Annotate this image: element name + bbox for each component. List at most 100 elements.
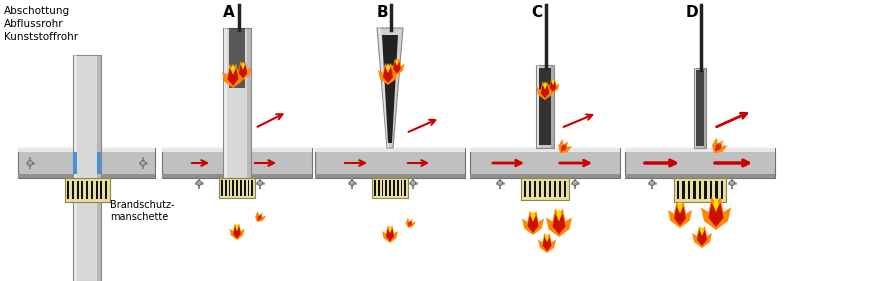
Polygon shape <box>556 209 562 221</box>
Polygon shape <box>378 28 389 148</box>
Bar <box>389 180 391 196</box>
Bar <box>400 180 402 196</box>
Bar <box>67 181 69 199</box>
Bar <box>162 175 312 178</box>
Polygon shape <box>531 211 535 222</box>
Polygon shape <box>390 58 405 75</box>
Text: Kunststoffrohr: Kunststoffrohr <box>4 32 78 42</box>
Bar <box>315 148 465 152</box>
Bar <box>564 181 567 197</box>
Polygon shape <box>543 81 547 90</box>
Bar <box>228 180 230 196</box>
Bar <box>229 28 245 88</box>
Bar <box>382 180 384 196</box>
Bar <box>470 148 620 152</box>
Bar <box>393 180 395 196</box>
Circle shape <box>257 180 262 185</box>
Polygon shape <box>713 197 719 212</box>
Bar <box>544 181 546 197</box>
Bar <box>705 68 706 148</box>
Polygon shape <box>229 223 244 240</box>
Polygon shape <box>708 203 724 227</box>
Polygon shape <box>257 214 262 221</box>
Polygon shape <box>377 28 403 148</box>
Bar <box>219 178 255 198</box>
Polygon shape <box>712 137 728 153</box>
Circle shape <box>650 180 655 185</box>
Polygon shape <box>553 214 566 234</box>
Polygon shape <box>538 233 556 253</box>
Polygon shape <box>386 229 394 241</box>
Bar <box>221 180 222 196</box>
Bar <box>521 178 569 200</box>
Polygon shape <box>408 221 412 227</box>
Polygon shape <box>231 64 235 75</box>
Polygon shape <box>228 68 239 86</box>
Polygon shape <box>383 67 393 83</box>
Polygon shape <box>528 215 539 233</box>
Polygon shape <box>255 211 266 222</box>
Polygon shape <box>235 223 239 231</box>
Circle shape <box>498 180 502 185</box>
Bar <box>251 180 253 196</box>
Polygon shape <box>405 218 416 228</box>
Bar <box>86 181 88 199</box>
Bar <box>698 181 701 199</box>
Circle shape <box>196 180 201 185</box>
Polygon shape <box>382 35 398 143</box>
Bar <box>378 180 379 196</box>
Bar <box>223 28 251 178</box>
Text: A: A <box>223 5 235 20</box>
Bar <box>91 181 93 199</box>
Bar <box>162 148 312 152</box>
Circle shape <box>730 180 734 185</box>
Bar <box>625 148 775 178</box>
Bar <box>539 68 551 145</box>
Bar <box>674 178 726 202</box>
Bar <box>100 181 102 199</box>
Bar <box>625 148 775 152</box>
Bar <box>688 181 691 199</box>
Polygon shape <box>393 62 401 74</box>
Bar <box>18 148 155 178</box>
Bar <box>683 181 685 199</box>
Bar <box>162 148 312 178</box>
Bar <box>248 180 249 196</box>
Bar <box>385 180 387 196</box>
Polygon shape <box>386 63 390 73</box>
Bar <box>625 175 775 178</box>
Polygon shape <box>674 207 686 226</box>
Polygon shape <box>396 58 399 66</box>
Polygon shape <box>552 79 555 85</box>
Bar <box>539 181 542 197</box>
Text: Abflussrohr: Abflussrohr <box>4 19 64 29</box>
Bar <box>224 28 228 178</box>
Polygon shape <box>561 144 567 151</box>
Bar <box>74 55 78 281</box>
Polygon shape <box>388 225 392 234</box>
Polygon shape <box>378 63 398 85</box>
Circle shape <box>411 180 415 185</box>
Bar <box>236 180 238 196</box>
Bar <box>73 55 101 281</box>
Polygon shape <box>239 65 248 78</box>
Bar <box>405 180 406 196</box>
Polygon shape <box>558 139 572 153</box>
Polygon shape <box>546 209 572 237</box>
Bar <box>233 180 235 196</box>
Bar <box>677 181 679 199</box>
Bar <box>470 148 620 178</box>
Polygon shape <box>542 237 551 251</box>
Polygon shape <box>222 64 244 88</box>
Bar <box>225 180 227 196</box>
Text: Abschottung: Abschottung <box>4 6 70 16</box>
Bar <box>528 181 531 197</box>
Bar <box>96 181 98 199</box>
Polygon shape <box>242 61 245 70</box>
Bar <box>72 181 74 199</box>
Bar <box>694 68 706 148</box>
Bar <box>18 175 155 178</box>
Text: B: B <box>376 5 388 20</box>
Bar <box>705 181 707 199</box>
Polygon shape <box>715 142 722 151</box>
